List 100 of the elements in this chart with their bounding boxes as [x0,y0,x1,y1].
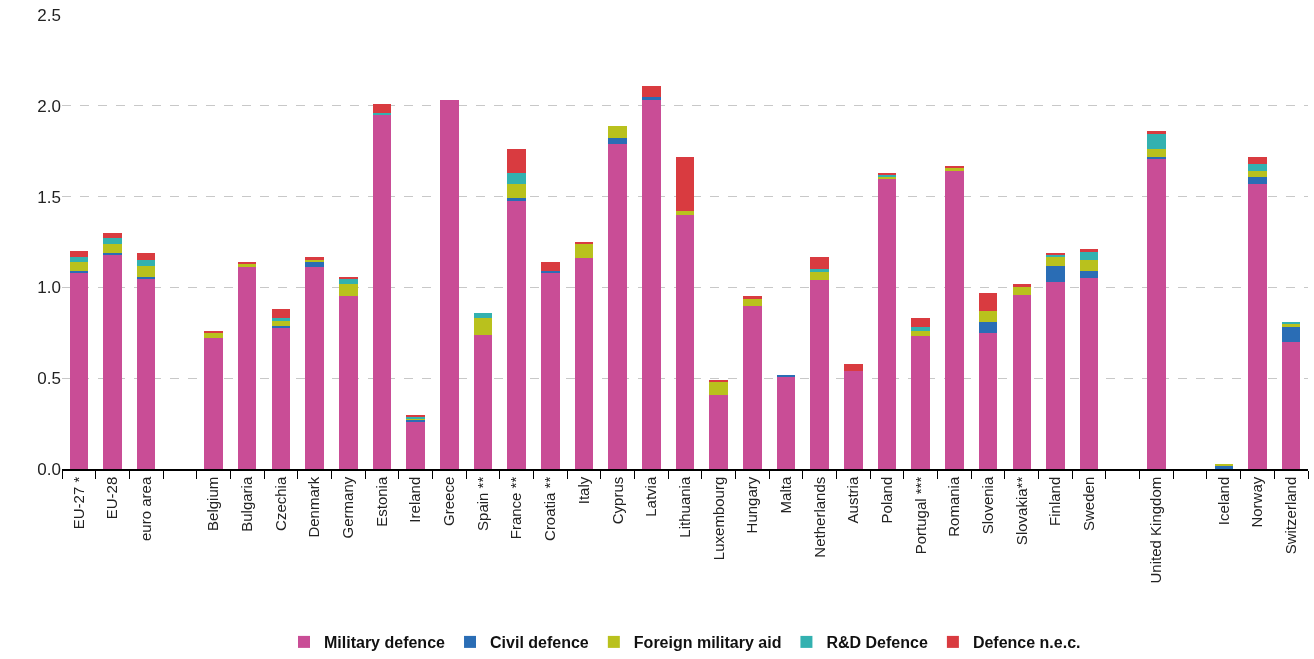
y-tick-label: 1.0 [37,278,61,298]
x-tick-label: Estonia [372,476,390,527]
bar [911,336,930,469]
bar [1281,321,1301,324]
x-tick-label: Italy [574,476,592,505]
bar [271,327,291,469]
bar [1046,265,1065,282]
bar [776,376,796,469]
bar [271,309,291,319]
x-tick-label: France ** [507,476,525,540]
y-tick-label: 0.5 [37,369,61,389]
bar [844,370,863,469]
bar [1046,256,1065,266]
bar [709,394,728,469]
x-tick-label: Poland [877,476,895,524]
legend-label: Foreign military aid [633,634,782,652]
bar [709,381,728,395]
x-tick-label: Czechia [271,476,289,531]
legend-label: Defence n.e.c. [972,634,1081,652]
bar [372,114,392,469]
legend-label: Civil defence [490,634,589,652]
x-tick-label: Iceland [1214,476,1232,526]
bar [844,363,863,371]
bar [103,238,122,244]
bar [1248,163,1267,172]
x-tick-label: Malta [776,476,794,514]
bar [507,183,526,199]
bar [1281,327,1301,342]
bar [541,272,560,469]
bar [675,214,695,469]
x-tick-label: Denmark [305,476,323,538]
bar [1012,294,1032,469]
bar [1079,260,1099,272]
x-tick-label: Spain ** [473,476,491,531]
x-tick-label: Sweden [1079,476,1097,531]
bar [1079,278,1099,469]
bar [1147,149,1166,157]
bar [372,103,392,114]
bar [911,330,930,337]
x-tick-label: euro area [137,476,155,541]
x-tick-label: Austria [844,476,862,524]
bar [945,165,964,168]
bar [136,265,156,277]
x-tick-label: Ireland [406,476,424,523]
bar [136,252,156,261]
bar [642,85,661,97]
bar [1248,156,1267,164]
bar [271,318,291,321]
x-tick-label: Belgium [204,476,222,531]
y-tick-label: 1.5 [37,187,61,207]
bar [608,143,627,469]
x-tick-label: EU-28 [103,476,121,520]
bar [69,261,89,272]
bar [136,278,156,469]
x-tick-label: Bulgaria [238,476,256,532]
legend-label: R&D Defence [826,634,928,652]
bar [1079,271,1099,279]
bar [338,283,358,297]
bar [743,305,762,469]
bar [978,311,998,322]
bar [978,292,998,312]
bar [608,125,627,139]
bar [507,198,526,201]
x-tick-label: Lithuania [675,476,693,538]
bar [473,334,493,469]
x-tick-label: Hungary [743,476,761,534]
x-tick-label: Croatia ** [541,476,559,541]
legend-label: Military defence [324,634,446,652]
bar [675,156,695,212]
bar [608,138,627,144]
bar [507,149,526,173]
bar [1248,183,1267,469]
bar [810,269,829,272]
bar [911,318,930,328]
bar [204,338,223,469]
x-tick-label: Slovenia [978,476,996,535]
bar [675,211,695,215]
x-tick-label: Luxembourg [709,476,727,561]
x-tick-label: Norway [1248,476,1266,528]
bar [1248,176,1267,184]
bar [305,267,324,469]
bar [1147,133,1166,150]
y-tick-label: 2.5 [37,5,61,25]
bar [642,100,661,469]
bar [810,271,829,281]
y-tick-label: 0.0 [37,459,61,479]
bar [541,261,560,272]
bar [978,321,998,333]
x-tick-label: Greece [440,476,458,526]
bar [1046,281,1065,469]
bar [103,254,122,469]
bar [810,256,829,270]
bar [978,332,998,469]
bar [1147,131,1166,134]
x-tick-label: Finland [1046,476,1064,526]
bar [103,232,122,239]
bar [338,296,358,469]
x-tick-label: Cyprus [608,476,626,525]
bar [1248,171,1267,177]
bar [237,261,257,264]
